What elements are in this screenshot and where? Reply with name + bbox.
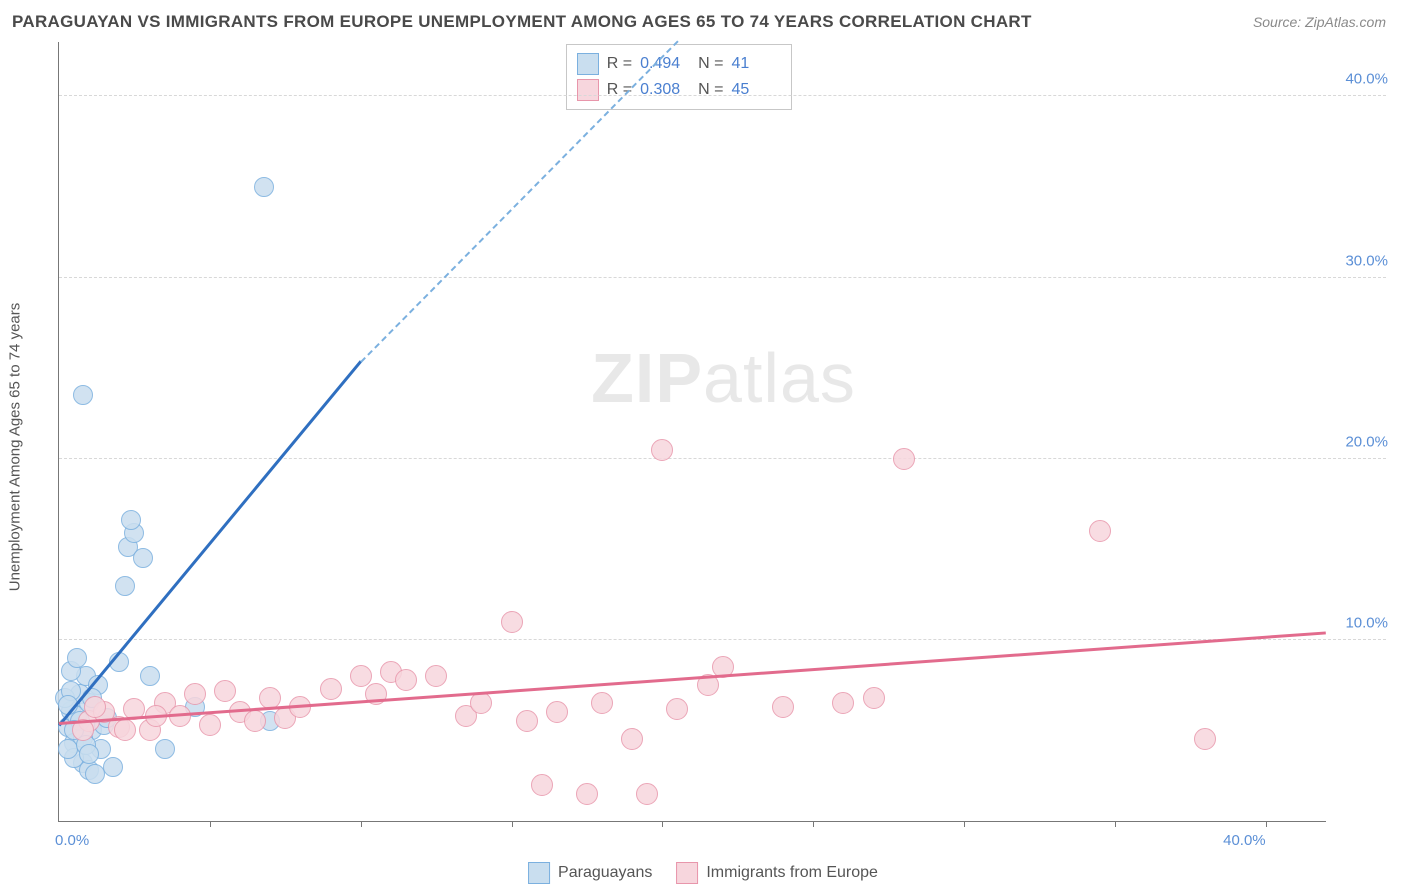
data-point <box>244 710 266 732</box>
x-tick <box>512 821 513 827</box>
data-point <box>140 666 160 686</box>
data-point <box>254 177 274 197</box>
data-point <box>501 611 523 633</box>
data-point <box>1089 520 1111 542</box>
x-tick <box>1115 821 1116 827</box>
data-point <box>133 548 153 568</box>
legend-swatch <box>577 79 599 101</box>
x-tick <box>813 821 814 827</box>
data-point <box>121 510 141 530</box>
x-tick <box>210 821 211 827</box>
stats-row: R =0.308N =45 <box>577 77 782 103</box>
data-point <box>893 448 915 470</box>
legend-label: Immigrants from Europe <box>706 864 878 882</box>
gridline <box>59 95 1386 96</box>
data-point <box>320 678 342 700</box>
chart-area: Unemployment Among Ages 65 to 74 years Z… <box>20 42 1396 852</box>
data-point <box>772 696 794 718</box>
y-tick-label: 10.0% <box>1345 614 1388 631</box>
data-point <box>516 710 538 732</box>
data-point <box>73 385 93 405</box>
data-point <box>591 692 613 714</box>
data-point <box>199 714 221 736</box>
x-tick <box>662 821 663 827</box>
data-point <box>531 774 553 796</box>
data-point <box>621 728 643 750</box>
data-point <box>832 692 854 714</box>
gridline <box>59 639 1386 640</box>
data-point <box>184 683 206 705</box>
data-point <box>214 680 236 702</box>
stat-label: R = <box>607 55 632 73</box>
data-point <box>84 696 106 718</box>
y-axis-label: Unemployment Among Ages 65 to 74 years <box>7 303 24 592</box>
data-point <box>425 665 447 687</box>
data-point <box>651 439 673 461</box>
data-point <box>58 739 78 759</box>
gridline <box>59 277 1386 278</box>
data-point <box>636 783 658 805</box>
data-point <box>666 698 688 720</box>
data-point <box>395 669 417 691</box>
legend-swatch <box>676 862 698 884</box>
stat-label: N = <box>698 55 723 73</box>
x-tick <box>964 821 965 827</box>
source-label: Source: ZipAtlas.com <box>1253 14 1386 30</box>
y-tick-label: 40.0% <box>1345 71 1388 88</box>
data-point <box>1194 728 1216 750</box>
gridline <box>59 458 1386 459</box>
plot-region: ZIPatlas R =0.494N =41R =0.308N =45 10.0… <box>58 42 1326 822</box>
y-tick-label: 20.0% <box>1345 433 1388 450</box>
legend-swatch <box>528 862 550 884</box>
stats-row: R =0.494N =41 <box>577 51 782 77</box>
legend-item: Paraguayans <box>528 862 652 884</box>
trend-line-extrapolated <box>360 40 678 362</box>
data-point <box>546 701 568 723</box>
data-point <box>85 764 105 784</box>
data-point <box>67 648 87 668</box>
x-tick <box>1266 821 1267 827</box>
watermark: ZIPatlas <box>591 338 856 418</box>
x-tick-label: 0.0% <box>55 832 89 849</box>
data-point <box>103 757 123 777</box>
legend-item: Immigrants from Europe <box>676 862 878 884</box>
stat-n-value: 41 <box>731 55 781 73</box>
stats-legend: R =0.494N =41R =0.308N =45 <box>566 44 793 110</box>
legend-label: Paraguayans <box>558 864 652 882</box>
data-point <box>114 719 136 741</box>
data-point <box>576 783 598 805</box>
data-point <box>470 692 492 714</box>
x-tick <box>361 821 362 827</box>
x-tick-label: 40.0% <box>1223 832 1266 849</box>
trend-line <box>58 361 362 727</box>
data-point <box>863 687 885 709</box>
data-point <box>79 744 99 764</box>
data-point <box>350 665 372 687</box>
data-point <box>115 576 135 596</box>
data-point <box>155 739 175 759</box>
y-tick-label: 30.0% <box>1345 252 1388 269</box>
series-legend: Paraguayans Immigrants from Europe <box>528 862 878 884</box>
chart-title: PARAGUAYAN VS IMMIGRANTS FROM EUROPE UNE… <box>12 12 1032 32</box>
legend-swatch <box>577 53 599 75</box>
